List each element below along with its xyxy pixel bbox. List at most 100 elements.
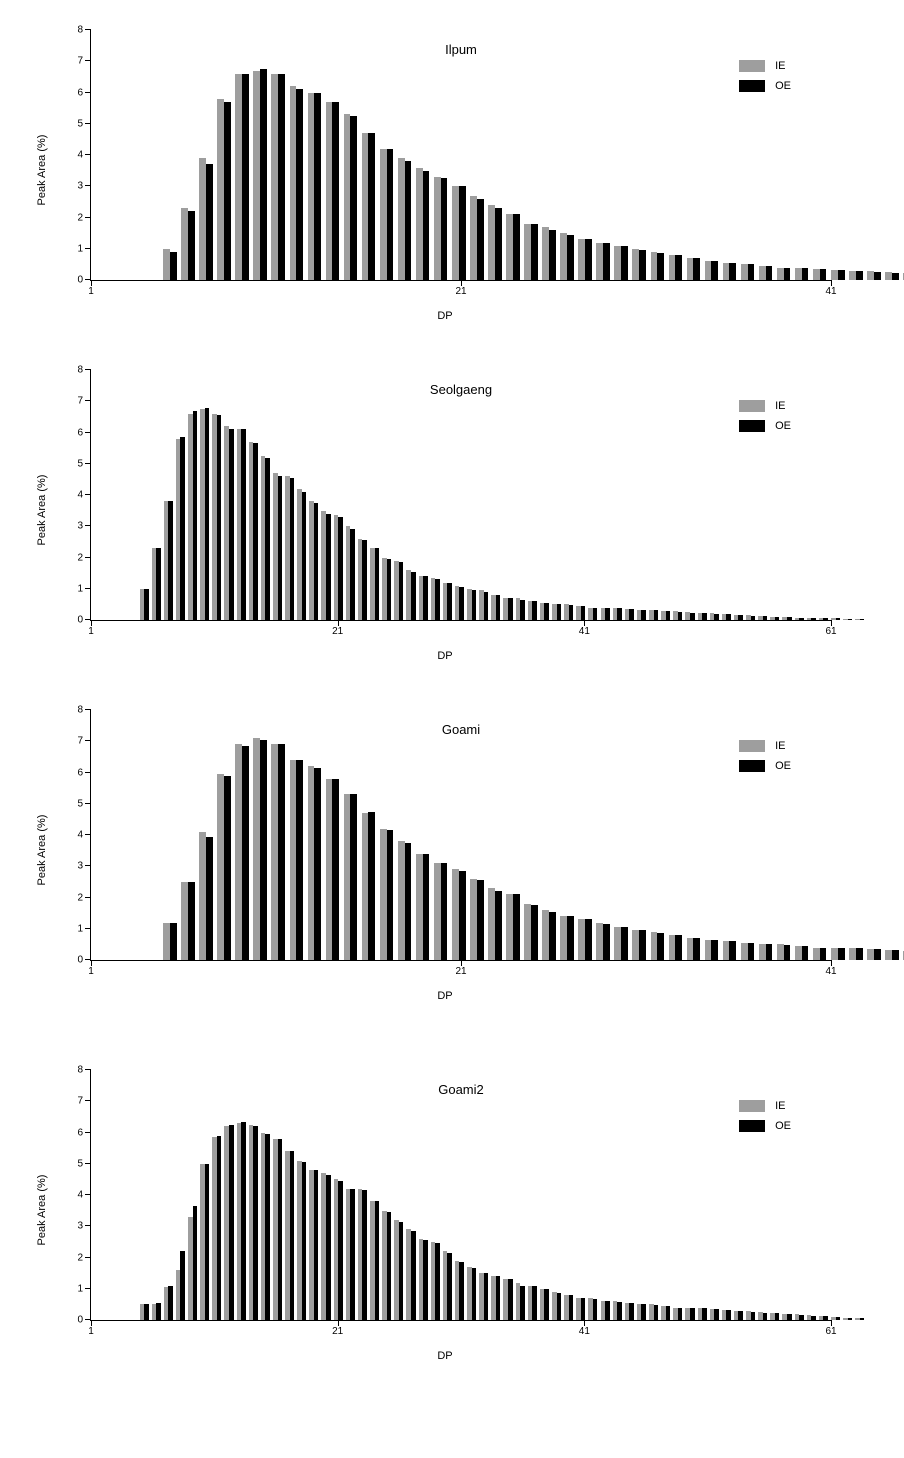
y-tick-label: 6 — [77, 427, 83, 438]
bar-pair — [506, 214, 520, 280]
bar-oe — [823, 618, 828, 620]
y-tick-label: 3 — [77, 861, 83, 872]
bar-pair — [416, 854, 430, 960]
bar-pair — [346, 526, 355, 620]
bar-oe — [639, 930, 646, 960]
bar-oe — [302, 492, 307, 620]
bar-oe — [711, 940, 718, 960]
bar-ie — [705, 940, 712, 960]
bar-pair — [759, 944, 773, 960]
y-tick-label: 5 — [77, 798, 83, 809]
bar-pair — [614, 246, 628, 280]
bar-oe — [874, 949, 881, 960]
bar-pair — [237, 429, 246, 620]
bar-ie — [813, 948, 820, 961]
bar-pair — [849, 948, 863, 960]
bar-ie — [632, 930, 639, 960]
bar-pair — [406, 570, 415, 620]
bar-oe — [229, 1125, 234, 1320]
bar-pair — [867, 271, 881, 280]
bar-pair — [334, 1179, 343, 1320]
y-axis-title: Peak Area (%) — [36, 475, 48, 546]
bar-ie — [614, 927, 621, 960]
bar-ie — [199, 832, 206, 960]
bar-oe — [508, 598, 513, 620]
bar-oe — [205, 408, 210, 621]
bar-oe — [557, 604, 562, 620]
bar-pair — [669, 255, 683, 280]
bar-pair — [308, 766, 322, 960]
bar-oe — [549, 230, 556, 280]
bar-pair — [470, 196, 484, 280]
x-tick-label: 21 — [455, 286, 466, 297]
bar-oe — [520, 1286, 525, 1320]
bar-oe — [278, 1139, 283, 1320]
bar-oe — [314, 1170, 319, 1320]
bar-ie — [398, 158, 405, 280]
bar-ie — [362, 813, 369, 960]
bar-oe — [241, 429, 246, 620]
bar-oe — [531, 905, 538, 960]
bar-oe — [605, 1301, 610, 1320]
bar-pair — [673, 611, 682, 620]
bar-oe — [617, 1302, 622, 1320]
bar-oe — [593, 1299, 598, 1320]
bar-oe — [617, 608, 622, 620]
bar-oe — [472, 590, 477, 620]
x-tick-label: 21 — [455, 966, 466, 977]
bar-pair — [297, 1161, 306, 1320]
bar-pair — [885, 950, 899, 960]
bar-pair — [176, 1251, 185, 1320]
bar-ie — [651, 932, 658, 960]
bar-pair — [661, 1306, 670, 1320]
bar-oe — [802, 946, 809, 960]
bar-pair — [528, 1286, 537, 1320]
bar-ie — [849, 948, 856, 960]
bar-oe — [399, 562, 404, 620]
bar-oe — [260, 69, 267, 280]
x-tick-label: 1 — [88, 966, 94, 977]
bar-ie — [578, 919, 585, 960]
bar-pair — [651, 252, 665, 280]
bar-pair — [431, 578, 440, 620]
bar-pair — [637, 610, 646, 620]
bar-oe — [569, 1295, 574, 1320]
bar-pair — [807, 1315, 816, 1320]
bar-oe — [278, 74, 285, 280]
bars-container — [91, 30, 831, 280]
bar-pair — [651, 932, 665, 960]
bar-pair — [200, 408, 209, 621]
bar-oe — [639, 250, 646, 280]
bar-oe — [702, 1308, 707, 1320]
bar-oe — [748, 264, 755, 280]
bar-pair — [770, 1313, 779, 1320]
bar-oe — [629, 609, 634, 620]
bar-oe — [726, 1310, 731, 1320]
chart-goami: Peak Area (%)DPGoamiIEOE01234567812141 — [30, 700, 860, 1000]
bar-pair — [416, 168, 430, 281]
bar-oe — [399, 1222, 404, 1320]
bar-ie — [271, 744, 278, 960]
bar-oe — [874, 272, 881, 280]
bar-ie — [380, 829, 387, 960]
bar-ie — [705, 261, 712, 280]
bar-ie — [741, 943, 748, 960]
bar-oe — [766, 266, 773, 280]
bar-oe — [362, 540, 367, 620]
bar-pair — [503, 1279, 512, 1320]
bar-oe — [326, 1175, 331, 1320]
bar-pair — [625, 609, 634, 620]
y-tick-label: 3 — [77, 1221, 83, 1232]
bar-pair — [687, 938, 701, 960]
bar-pair — [613, 1301, 622, 1320]
bar-pair — [398, 841, 412, 960]
bar-pair — [734, 615, 743, 620]
y-tick-label: 7 — [77, 736, 83, 747]
bar-pair — [434, 863, 448, 960]
bar-oe — [585, 919, 592, 960]
bar-pair — [698, 613, 707, 620]
bar-pair — [777, 944, 791, 960]
x-tick-label: 41 — [579, 1326, 590, 1337]
bar-oe — [585, 239, 592, 280]
bar-oe — [368, 133, 375, 280]
